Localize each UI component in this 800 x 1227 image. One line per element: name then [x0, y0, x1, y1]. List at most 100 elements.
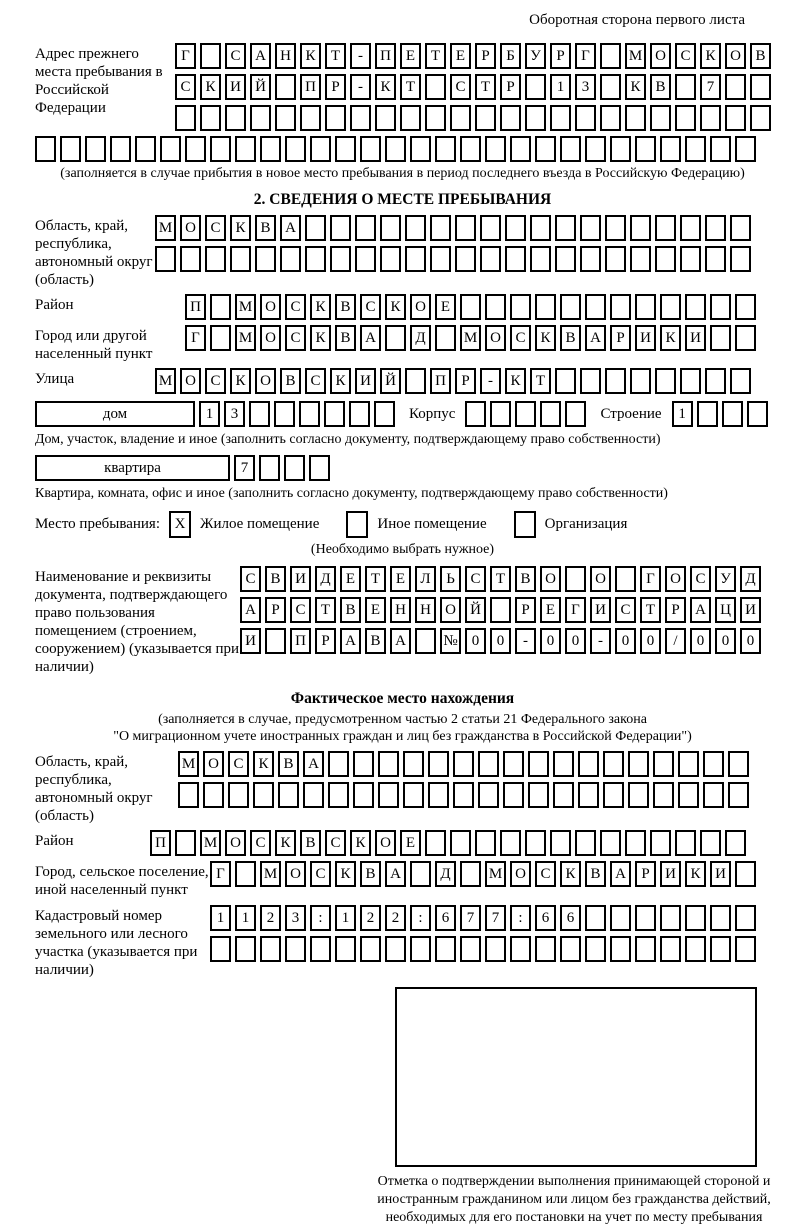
- char-cell[interactable]: И: [710, 861, 731, 887]
- char-cell[interactable]: [210, 325, 231, 351]
- char-cell[interactable]: [415, 628, 436, 654]
- char-cell[interactable]: О: [650, 43, 671, 69]
- char-cell[interactable]: Г: [575, 43, 596, 69]
- char-cell[interactable]: [403, 782, 424, 808]
- char-cell[interactable]: К: [230, 368, 251, 394]
- char-cell[interactable]: О: [225, 830, 246, 856]
- char-cell[interactable]: [728, 751, 749, 777]
- char-cell[interactable]: С: [450, 74, 471, 100]
- char-cell[interactable]: С: [465, 566, 486, 592]
- char-cell[interactable]: [710, 936, 731, 962]
- char-cell[interactable]: [405, 246, 426, 272]
- char-cell[interactable]: С: [205, 215, 226, 241]
- char-cell[interactable]: 2: [260, 905, 281, 931]
- char-cell[interactable]: [730, 246, 751, 272]
- char-cell[interactable]: Р: [265, 597, 286, 623]
- char-cell[interactable]: К: [310, 294, 331, 320]
- char-cell[interactable]: [353, 751, 374, 777]
- char-cell[interactable]: К: [350, 830, 371, 856]
- char-cell[interactable]: [260, 136, 281, 162]
- char-cell[interactable]: Р: [315, 628, 336, 654]
- char-cell[interactable]: А: [585, 325, 606, 351]
- char-cell[interactable]: [485, 294, 506, 320]
- char-cell[interactable]: [210, 294, 231, 320]
- char-cell[interactable]: [703, 782, 724, 808]
- char-cell[interactable]: [510, 294, 531, 320]
- char-cell[interactable]: [680, 215, 701, 241]
- char-cell[interactable]: Т: [490, 566, 511, 592]
- char-cell[interactable]: К: [625, 74, 646, 100]
- char-cell[interactable]: -: [480, 368, 501, 394]
- char-cell[interactable]: И: [685, 325, 706, 351]
- char-cell[interactable]: [349, 401, 370, 427]
- char-cell[interactable]: [530, 215, 551, 241]
- char-cell[interactable]: [175, 830, 196, 856]
- char-cell[interactable]: Р: [500, 74, 521, 100]
- char-cell[interactable]: М: [460, 325, 481, 351]
- char-cell[interactable]: [274, 401, 295, 427]
- char-cell[interactable]: [259, 455, 280, 481]
- char-cell[interactable]: [328, 751, 349, 777]
- char-cell[interactable]: [260, 936, 281, 962]
- char-cell[interactable]: П: [185, 294, 206, 320]
- char-cell[interactable]: :: [510, 905, 531, 931]
- char-cell[interactable]: В: [515, 566, 536, 592]
- char-cell[interactable]: Г: [185, 325, 206, 351]
- char-cell[interactable]: [660, 294, 681, 320]
- char-cell[interactable]: :: [310, 905, 331, 931]
- char-cell[interactable]: [480, 215, 501, 241]
- char-cell[interactable]: Ь: [440, 566, 461, 592]
- char-cell[interactable]: [505, 215, 526, 241]
- char-cell[interactable]: 1: [335, 905, 356, 931]
- char-cell[interactable]: [615, 566, 636, 592]
- char-cell[interactable]: В: [650, 74, 671, 100]
- char-cell[interactable]: [225, 105, 246, 131]
- char-cell[interactable]: [710, 136, 731, 162]
- char-cell[interactable]: Й: [250, 74, 271, 100]
- char-cell[interactable]: [480, 246, 501, 272]
- char-cell[interactable]: К: [535, 325, 556, 351]
- char-cell[interactable]: М: [155, 368, 176, 394]
- char-cell[interactable]: С: [305, 368, 326, 394]
- char-cell[interactable]: [374, 401, 395, 427]
- char-cell[interactable]: [705, 246, 726, 272]
- char-cell[interactable]: И: [225, 74, 246, 100]
- char-cell[interactable]: 2: [360, 905, 381, 931]
- char-cell[interactable]: 7: [485, 905, 506, 931]
- char-cell[interactable]: [385, 325, 406, 351]
- char-cell[interactable]: [555, 246, 576, 272]
- char-cell[interactable]: [435, 136, 456, 162]
- char-cell[interactable]: К: [310, 325, 331, 351]
- char-cell[interactable]: [725, 74, 746, 100]
- char-cell[interactable]: [490, 401, 512, 427]
- char-cell[interactable]: Н: [275, 43, 296, 69]
- char-cell[interactable]: Д: [740, 566, 761, 592]
- char-cell[interactable]: [185, 136, 206, 162]
- char-cell[interactable]: 6: [560, 905, 581, 931]
- char-cell[interactable]: [655, 215, 676, 241]
- char-cell[interactable]: [553, 782, 574, 808]
- char-cell[interactable]: [200, 105, 221, 131]
- char-cell[interactable]: [203, 782, 224, 808]
- char-cell[interactable]: У: [525, 43, 546, 69]
- char-cell[interactable]: [628, 751, 649, 777]
- char-cell[interactable]: [675, 830, 696, 856]
- char-cell[interactable]: [305, 215, 326, 241]
- char-cell[interactable]: К: [660, 325, 681, 351]
- char-cell[interactable]: /: [665, 628, 686, 654]
- char-cell[interactable]: [600, 43, 621, 69]
- char-cell[interactable]: [730, 215, 751, 241]
- char-cell[interactable]: [300, 105, 321, 131]
- char-cell[interactable]: [299, 401, 320, 427]
- char-cell[interactable]: [580, 246, 601, 272]
- char-cell[interactable]: В: [278, 751, 299, 777]
- char-cell[interactable]: К: [275, 830, 296, 856]
- char-cell[interactable]: 0: [540, 628, 561, 654]
- char-cell[interactable]: К: [253, 751, 274, 777]
- char-cell[interactable]: [710, 325, 731, 351]
- char-cell[interactable]: Р: [475, 43, 496, 69]
- char-cell[interactable]: Р: [610, 325, 631, 351]
- char-cell[interactable]: С: [510, 325, 531, 351]
- char-cell[interactable]: М: [485, 861, 506, 887]
- char-cell[interactable]: [503, 782, 524, 808]
